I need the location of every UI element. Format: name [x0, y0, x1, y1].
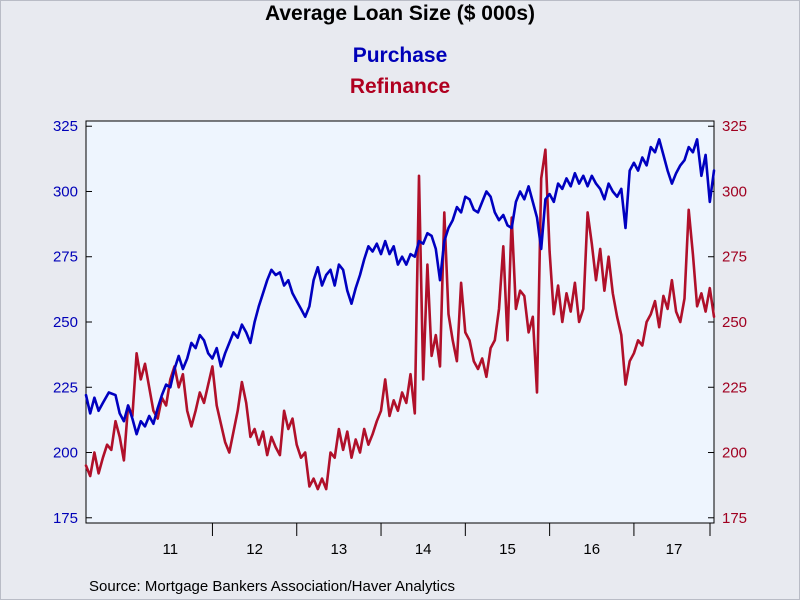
left-axis-tick-label: 300: [53, 183, 78, 200]
left-axis-tick-label: 250: [53, 314, 78, 331]
left-axis-tick-label: 225: [53, 379, 78, 396]
left-axis-tick-label: 325: [53, 118, 78, 135]
left-axis-tick-label: 175: [53, 510, 78, 527]
right-axis-tick-label: 300: [722, 183, 747, 200]
right-axis-tick-label: 200: [722, 445, 747, 462]
x-axis-tick-label: 12: [246, 541, 263, 558]
x-axis-tick-label: 16: [583, 541, 600, 558]
left-axis-tick-label: 275: [53, 249, 78, 266]
series-line-purchase: [84, 138, 716, 436]
x-axis-tick-label: 11: [163, 541, 179, 558]
left-axis-tick-label: 200: [53, 445, 78, 462]
source-note: Source: Mortgage Bankers Association/Hav…: [89, 578, 456, 595]
right-axis-tick-label: 225: [722, 379, 747, 396]
right-axis-tick-label: 275: [722, 249, 747, 266]
x-axis-tick-label: 15: [499, 541, 516, 558]
x-axis-tick-label: 14: [415, 541, 432, 558]
x-axis-tick-label: 13: [331, 541, 348, 558]
legend-purchase: Purchase: [352, 44, 448, 67]
right-axis-tick-label: 250: [722, 314, 747, 331]
x-axis-tick-label: 17: [666, 541, 683, 558]
chart-title: Average Loan Size ($ 000s): [264, 2, 535, 25]
plot-area: [85, 120, 715, 524]
series-line-refinance: [84, 148, 716, 491]
right-axis-tick-label: 175: [722, 510, 747, 527]
right-axis-tick-label: 325: [722, 118, 747, 135]
legend-refinance: Refinance: [349, 75, 451, 98]
